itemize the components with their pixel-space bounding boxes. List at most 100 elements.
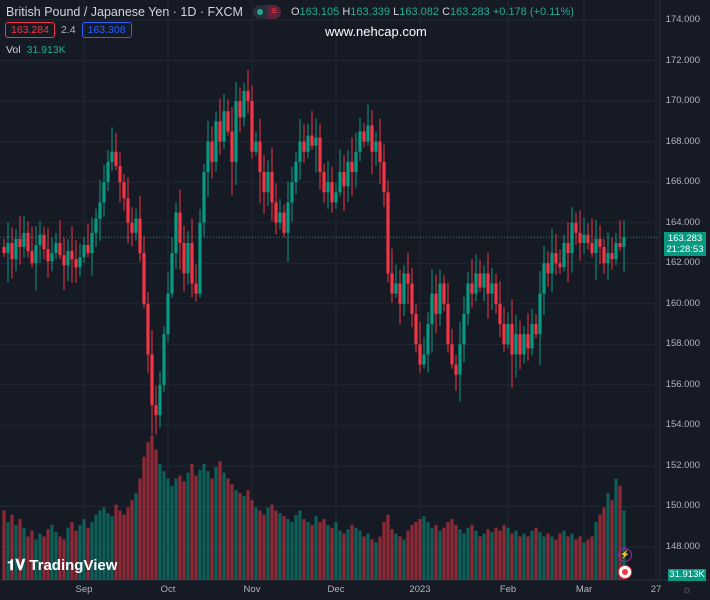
candle-body bbox=[554, 253, 558, 264]
volume-bar bbox=[490, 532, 494, 580]
price-tick-label: 164.000 bbox=[665, 216, 700, 228]
volume-bar bbox=[274, 510, 278, 580]
volume-bar bbox=[134, 493, 138, 580]
volume-bar bbox=[466, 527, 470, 580]
candle-body bbox=[330, 182, 334, 203]
volume-bar bbox=[386, 514, 390, 580]
volume-bar bbox=[150, 435, 154, 580]
volume-bar bbox=[242, 495, 246, 580]
tv-logo-icon: 𝟏𝐕 bbox=[7, 557, 26, 574]
volume-bar bbox=[174, 478, 178, 580]
current-volume-label: 31.913K bbox=[668, 569, 706, 581]
candle-body bbox=[618, 242, 622, 248]
volume-bar bbox=[286, 519, 290, 580]
volume-bar bbox=[114, 504, 118, 580]
candle-body bbox=[254, 141, 258, 152]
candle-body bbox=[318, 137, 322, 173]
settings-gear-icon[interactable]: ☼ bbox=[682, 584, 693, 596]
time-tick-label: Mar bbox=[575, 584, 593, 595]
candle-body bbox=[414, 313, 418, 345]
candle-body bbox=[154, 405, 158, 416]
volume-bar bbox=[178, 475, 182, 580]
volume-bar bbox=[514, 530, 518, 580]
volume-bar bbox=[586, 539, 590, 580]
candle-body bbox=[454, 364, 458, 375]
candle-body bbox=[570, 222, 574, 254]
volume-bar bbox=[502, 524, 506, 580]
candle-body bbox=[266, 172, 270, 193]
volume-bar bbox=[98, 510, 102, 580]
symbol-title[interactable]: British Pound / Japanese Yen · 1D · FXCM bbox=[6, 5, 243, 19]
volume-bar bbox=[318, 522, 322, 580]
volume-bar bbox=[58, 536, 62, 580]
candle-body bbox=[166, 293, 170, 335]
volume-bar bbox=[330, 527, 334, 580]
candle-body bbox=[538, 293, 542, 335]
market-open-icon bbox=[252, 5, 267, 19]
time-tick-label: Feb bbox=[499, 584, 517, 595]
volume-bar bbox=[498, 530, 502, 580]
candle-body bbox=[38, 234, 42, 245]
volume-bar bbox=[146, 442, 150, 580]
volume-legend[interactable]: Vol 31.913K bbox=[6, 44, 66, 56]
volume-bar bbox=[126, 507, 130, 580]
volume-bar bbox=[198, 469, 202, 580]
candle-body bbox=[350, 161, 354, 173]
candle-body bbox=[290, 182, 294, 203]
price-tick-label: 166.000 bbox=[665, 176, 700, 188]
candle-body bbox=[126, 198, 130, 223]
volume-bar bbox=[230, 484, 234, 580]
candle-body bbox=[462, 313, 466, 345]
candle-body bbox=[210, 141, 214, 162]
volume-bar bbox=[158, 464, 162, 580]
volume-bar bbox=[570, 533, 574, 580]
volume-bar bbox=[278, 513, 282, 580]
candle-body bbox=[6, 242, 10, 254]
candle-body bbox=[466, 283, 470, 314]
volume-bar bbox=[602, 507, 606, 580]
volume-bar bbox=[506, 527, 510, 580]
lightning-icon[interactable]: ⚡ bbox=[618, 548, 632, 562]
volume-bar bbox=[430, 527, 434, 580]
candle-body bbox=[446, 303, 450, 345]
candle-body bbox=[206, 141, 210, 173]
volume-bar bbox=[190, 464, 194, 580]
volume-bar bbox=[54, 532, 58, 580]
volume-bar bbox=[354, 527, 358, 580]
candle-body bbox=[62, 255, 66, 266]
volume-bar bbox=[202, 464, 206, 580]
candle-body bbox=[86, 244, 90, 254]
candle-body bbox=[582, 234, 586, 243]
market-status-toggle[interactable]: ≡ bbox=[252, 5, 281, 19]
tradingview-logo[interactable]: 𝟏𝐕 TradingView bbox=[7, 557, 118, 574]
volume-bar bbox=[50, 524, 54, 580]
candle-body bbox=[602, 247, 606, 264]
candle-body bbox=[346, 161, 350, 187]
price-tick-label: 172.000 bbox=[665, 54, 700, 66]
record-icon[interactable] bbox=[618, 565, 632, 579]
volume-bar bbox=[218, 461, 222, 580]
volume-bar bbox=[478, 536, 482, 580]
volume-bar bbox=[378, 536, 382, 580]
candle-body bbox=[94, 218, 98, 233]
candle-body bbox=[506, 324, 510, 345]
sell-button[interactable]: 163.284 bbox=[5, 22, 55, 38]
candle-body bbox=[418, 344, 422, 365]
ohlc-values: O163.105 H163.339 L163.082 C163.283 +0.1… bbox=[290, 6, 574, 18]
buy-button[interactable]: 163.308 bbox=[81, 22, 132, 38]
candle-body bbox=[334, 192, 338, 203]
volume-bar bbox=[310, 524, 314, 580]
candle-body bbox=[274, 202, 278, 223]
volume-bar bbox=[422, 516, 426, 580]
candle-body bbox=[214, 121, 218, 162]
volume-bar bbox=[362, 536, 366, 580]
candle-body bbox=[386, 192, 390, 274]
candle-body bbox=[118, 165, 122, 183]
volume-bar bbox=[542, 536, 546, 580]
volume-bar bbox=[374, 542, 378, 580]
price-tick-label: 162.000 bbox=[665, 257, 700, 269]
volume-bar bbox=[326, 524, 330, 580]
candle-body bbox=[574, 222, 578, 233]
candle-body bbox=[598, 238, 602, 248]
